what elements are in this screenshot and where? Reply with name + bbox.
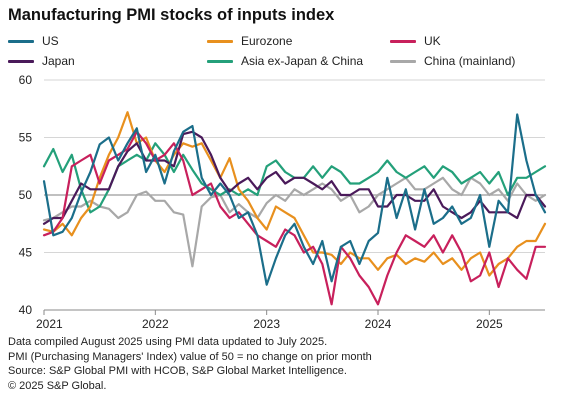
y-tick-label: 45: [19, 246, 33, 260]
legend-label-eurozone: Eurozone: [241, 34, 293, 48]
legend-label-china: China (mainland): [424, 54, 516, 68]
y-tick-label: 55: [19, 131, 33, 145]
legend-item-eurozone: Eurozone: [207, 33, 292, 49]
series-line-eurozone: [42, 111, 547, 277]
legend-item-china: China (mainland): [390, 53, 515, 69]
legend-swatch-japan: [8, 59, 34, 63]
series-line-china-mainland: [42, 176, 547, 268]
legend-label-japan: Japan: [42, 54, 75, 68]
gridlines: [44, 79, 545, 311]
x-tick-label: 2024: [365, 317, 392, 331]
series-line-uk: [42, 130, 547, 306]
note-copyright: © 2025 S&P Global.: [8, 379, 107, 392]
x-tick-label: 2022: [142, 317, 169, 331]
y-tick-label: 60: [19, 73, 33, 87]
legend-item-asia: Asia ex-Japan & China: [207, 53, 363, 69]
legend-label-uk: UK: [424, 34, 441, 48]
x-tick-label: 2021: [36, 317, 63, 331]
legend-swatch-china: [390, 59, 416, 63]
y-axis-ticks: 40 45 50 55 60: [19, 73, 33, 317]
footnotes: Data compiled August 2025 using PMI data…: [8, 335, 372, 393]
note-source: Source: S&P Global PMI with HCOB, S&P Gl…: [8, 365, 347, 378]
line-chart: 40 45 50 55 60 2021 2022 2023 2024 2025: [19, 73, 547, 331]
legend-label-asia: Asia ex-Japan & China: [241, 54, 364, 68]
legend-item-us: US: [8, 33, 59, 49]
series-line-japan: [42, 130, 547, 225]
x-tick-label: 2023: [253, 317, 280, 331]
legend-swatch-asia: [207, 59, 233, 63]
legend-swatch-uk: [390, 39, 416, 43]
y-tick-label: 40: [19, 303, 33, 317]
legend-item-japan: Japan: [8, 53, 75, 69]
y-tick-label: 50: [19, 188, 33, 202]
x-axis-ticks: 2021 2022 2023 2024 2025: [36, 310, 503, 331]
series-lines: [42, 111, 547, 306]
legend-swatch-eurozone: [207, 39, 233, 43]
x-tick-label: 2025: [476, 317, 503, 331]
series-line-us: [42, 113, 547, 286]
note-data-compiled: Data compiled August 2025 using PMI data…: [8, 336, 328, 348]
legend-item-uk: UK: [390, 33, 441, 49]
legend: US Eurozone UK Japan Asia ex-Japan & Chi…: [0, 30, 565, 74]
legend-label-us: US: [42, 34, 59, 48]
chart-title: Manufacturing PMI stocks of inputs index: [8, 6, 335, 24]
note-pmi-definition: PMI (Purchasing Managers' Index) value o…: [8, 350, 372, 363]
legend-swatch-us: [8, 39, 34, 43]
